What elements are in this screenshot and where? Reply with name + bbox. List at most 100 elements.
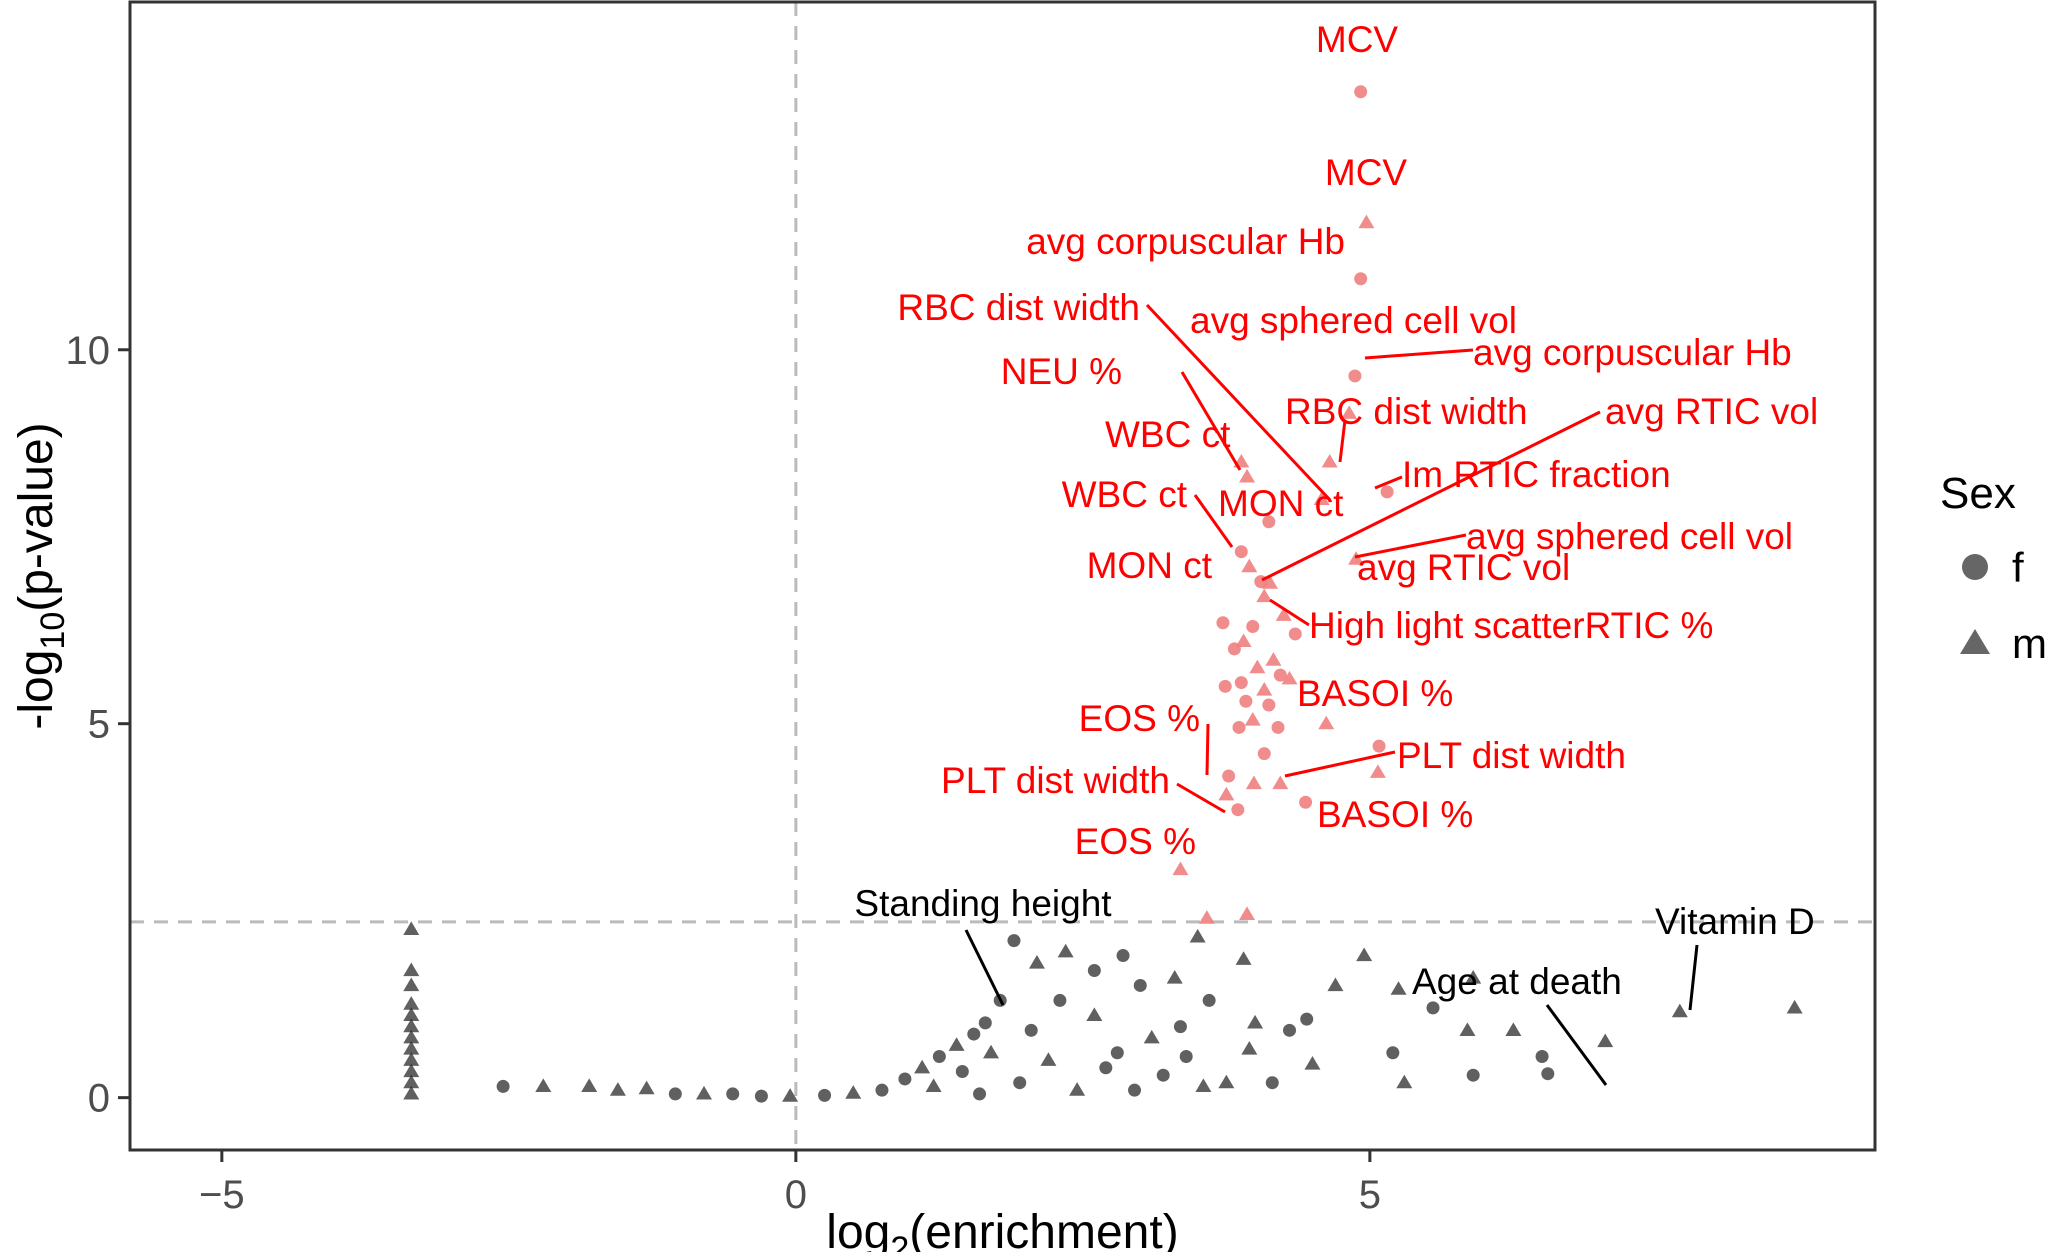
data-point-circle (1110, 1046, 1124, 1060)
data-point-triangle (1198, 910, 1215, 924)
annotation-label: avg sphered cell vol (1466, 516, 1793, 557)
data-point-triangle (1235, 633, 1252, 648)
annotation-label: BASOI % (1297, 673, 1453, 714)
data-point-circle (1271, 720, 1285, 734)
data-point-circle (1234, 676, 1248, 690)
axis-ticks: −5 0 5 0 5 10 (66, 329, 1381, 1217)
x-tick-label: 5 (1359, 1173, 1381, 1217)
data-point-triangle (581, 1078, 598, 1093)
data-point-triangle (983, 1044, 1000, 1059)
annotation-leader-line (1145, 303, 1332, 502)
data-point-triangle (1465, 969, 1482, 984)
data-point-circle (1216, 616, 1230, 630)
data-point-triangle (1356, 947, 1373, 962)
data-point-circle (1053, 993, 1067, 1007)
data-point-circle (1257, 747, 1271, 761)
data-point-triangle (1321, 453, 1338, 468)
data-point-triangle (948, 1037, 965, 1051)
data-point-triangle (1143, 1029, 1160, 1044)
data-point-triangle (925, 1078, 942, 1093)
data-point-triangle (403, 1085, 420, 1100)
data-point-triangle (403, 921, 420, 935)
annotation-label: Im RTIC fraction (1402, 454, 1671, 495)
data-point-triangle (845, 1085, 862, 1099)
points-layer (403, 85, 1803, 1103)
annotation-label: MON ct (1218, 483, 1344, 524)
data-point-circle (1087, 964, 1101, 978)
data-point-triangle (1249, 659, 1266, 674)
annotation-label: avg corpuscular Hb (1026, 221, 1345, 262)
annotation-leader-line (1688, 944, 1699, 1011)
data-point-circle (1535, 1050, 1549, 1064)
x-axis-title: log2(enrichment) (826, 1206, 1178, 1252)
data-point-triangle (403, 1063, 420, 1078)
data-point-circle (496, 1079, 510, 1093)
data-point-triangle (1281, 670, 1298, 685)
data-point-triangle (1261, 575, 1278, 589)
annotation-leader-line (1176, 782, 1226, 814)
data-point-circle (726, 1087, 740, 1101)
data-point-triangle (1304, 1055, 1321, 1070)
data-point-triangle (403, 1041, 420, 1055)
data-point-triangle (1265, 652, 1282, 666)
annotation-label: avg RTIC vol (1357, 547, 1570, 588)
annotation-label: avg sphered cell vol (1190, 300, 1517, 341)
data-point-circle (973, 1087, 987, 1101)
data-point-triangle (1239, 906, 1256, 921)
y-tick-label: 0 (88, 1077, 110, 1121)
data-point-circle (1099, 1061, 1113, 1075)
data-point-triangle (403, 1018, 420, 1033)
data-point-circle (1013, 1076, 1027, 1090)
annotation-label: MCV (1316, 19, 1399, 60)
annotation-label: avg corpuscular Hb (1473, 332, 1792, 373)
legend-label: f (2012, 544, 2024, 591)
data-point-circle (875, 1083, 889, 1097)
data-point-triangle (1597, 1033, 1614, 1048)
data-point-circle (754, 1089, 768, 1103)
data-point-triangle (1505, 1022, 1522, 1036)
data-point-circle (1202, 993, 1216, 1007)
annotation-label: RBC dist width (897, 287, 1140, 328)
annotation-label: WBC ct (1105, 414, 1231, 455)
annotation-label: RBC dist width (1285, 391, 1528, 432)
data-point-triangle (1358, 214, 1375, 229)
data-point-circle (1273, 668, 1287, 682)
x-tick-label: −5 (199, 1173, 245, 1217)
annotation-leader-line (1545, 1004, 1608, 1086)
data-point-triangle (535, 1078, 552, 1093)
data-point-circle (1133, 978, 1147, 992)
data-point-triangle (1028, 955, 1045, 969)
data-point-circle (1128, 1083, 1142, 1097)
data-point-triangle (1172, 861, 1189, 876)
data-point-triangle (1313, 491, 1330, 505)
data-point-circle (668, 1087, 682, 1101)
annotation-leader-line (1180, 371, 1242, 471)
data-point-circle (1541, 1067, 1555, 1081)
data-point-circle (1231, 803, 1245, 817)
data-point-circle (1239, 694, 1253, 708)
annotations-layer: MCV MCV avg corpuscular Hb RBC dist width av… (854, 19, 1818, 1002)
data-point-circle (1283, 1023, 1297, 1037)
annotation-label: avg RTIC vol (1605, 391, 1818, 432)
data-point-circle (1232, 720, 1246, 734)
data-point-circle (1218, 679, 1232, 693)
data-point-triangle (1241, 558, 1258, 573)
data-point-triangle (1189, 928, 1206, 943)
data-point-circle (1380, 485, 1394, 499)
data-point-circle (1354, 85, 1368, 99)
data-point-circle (1300, 1012, 1314, 1026)
data-point-triangle (403, 1074, 420, 1089)
data-point-circle (1299, 795, 1313, 809)
data-point-triangle (403, 1007, 420, 1021)
data-point-circle (1265, 1076, 1279, 1090)
data-point-triangle (1244, 711, 1261, 726)
data-point-triangle (1040, 1052, 1057, 1066)
annotation-leader-line (1284, 750, 1396, 778)
data-point-circle (1156, 1068, 1170, 1082)
annotation-leader-line (1374, 475, 1403, 490)
data-point-circle (1288, 627, 1302, 641)
data-point-circle (1222, 769, 1236, 783)
data-point-circle (955, 1064, 969, 1078)
legend-title: Sex (1940, 469, 2016, 518)
plot-panel-border (128, 0, 1877, 1152)
